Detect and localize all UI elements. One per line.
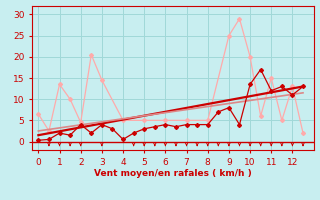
X-axis label: Vent moyen/en rafales ( km/h ): Vent moyen/en rafales ( km/h ) xyxy=(94,169,252,178)
